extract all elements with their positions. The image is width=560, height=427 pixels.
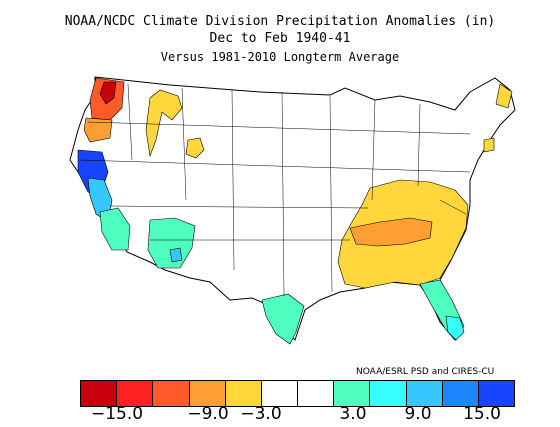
- legend-swatch: [478, 381, 515, 406]
- data-credit: NOAA/ESRL PSD and CIRES-CU: [356, 367, 495, 377]
- color-legend: [80, 380, 515, 407]
- map-baseline: Versus 1981-2010 Longterm Average: [160, 50, 400, 64]
- region-idaho-montana: [145, 89, 183, 158]
- region-south-florida: [445, 315, 465, 341]
- legend-tick: −3.0: [240, 404, 282, 424]
- legend-swatch: [189, 381, 226, 406]
- legend-swatch: [370, 381, 407, 406]
- region-northeast-spot: [483, 137, 495, 153]
- region-southern-california: [99, 207, 131, 251]
- region-western-washington: [99, 81, 117, 105]
- legend-swatch: [153, 381, 190, 406]
- legend-tick: 9.0: [404, 404, 432, 424]
- region-tennessee-valley: [349, 217, 433, 247]
- region-arizona-new-mexico: [147, 217, 196, 269]
- region-western-oregon: [83, 117, 113, 143]
- region-wyoming-spot: [185, 137, 205, 159]
- region-arizona-spot: [169, 247, 183, 263]
- region-new-england-coast: [495, 83, 513, 109]
- legend-tick: −9.0: [187, 404, 229, 424]
- legend-swatch: [261, 381, 299, 406]
- legend-swatch: [406, 381, 443, 406]
- legend-swatch: [334, 381, 371, 406]
- legend-swatch: [81, 381, 118, 406]
- legend-swatch: [298, 381, 335, 406]
- legend-tick: 3.0: [339, 404, 367, 424]
- region-south-texas: [261, 293, 305, 345]
- division-boundaries: [79, 83, 471, 297]
- legend-swatch: [225, 381, 262, 406]
- legend-swatch: [442, 381, 479, 406]
- legend-tick: −15.0: [90, 404, 144, 424]
- map-period: Dec to Feb 1940-41: [209, 31, 351, 46]
- map-title: NOAA/NCDC Climate Division Precipitation…: [64, 14, 496, 29]
- legend-tick: 15.0: [463, 404, 501, 424]
- legend-swatch: [117, 381, 154, 406]
